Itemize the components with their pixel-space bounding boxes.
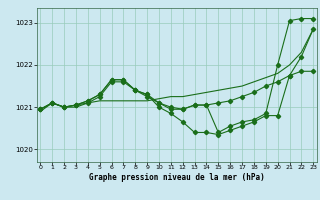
X-axis label: Graphe pression niveau de la mer (hPa): Graphe pression niveau de la mer (hPa) bbox=[89, 173, 265, 182]
